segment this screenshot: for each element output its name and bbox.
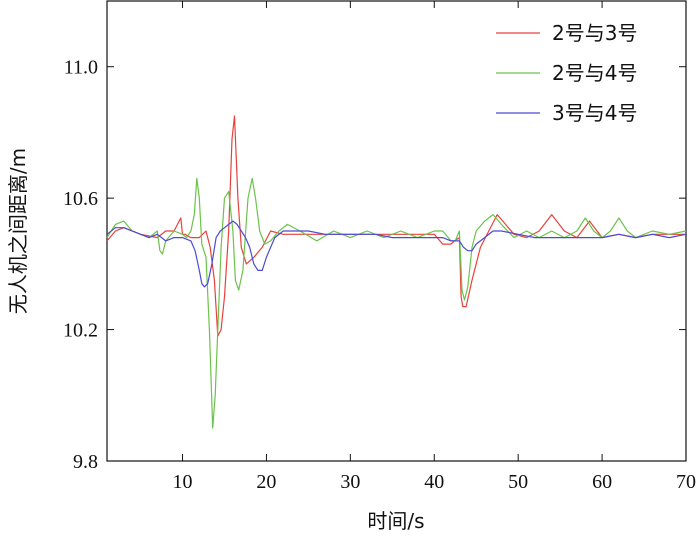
y-tick-label: 10.2 xyxy=(63,320,98,342)
x-tick-label: 30 xyxy=(340,471,360,493)
series-layer xyxy=(106,115,687,429)
y-tick-label: 9.8 xyxy=(73,451,98,473)
legend-label-1: 2号与3号 xyxy=(552,21,637,45)
x-tick-label: 10 xyxy=(173,471,193,493)
x-tick-label: 70 xyxy=(676,471,696,493)
legend-label-3: 3号与4号 xyxy=(552,101,637,125)
legend-label-2: 2号与4号 xyxy=(552,61,637,85)
y-tick-label: 11.0 xyxy=(64,57,98,79)
ticks-layer: 10 20 30 40 50 60 70 9.8 10.2 10.6 11.0 xyxy=(63,1,696,493)
series-line-3 xyxy=(106,220,687,288)
x-axis-title: 时间/s xyxy=(367,509,424,533)
legend: 2号与3号 2号与4号 3号与4号 xyxy=(496,21,637,125)
x-tick-label: 50 xyxy=(508,471,528,493)
x-tick-label: 20 xyxy=(256,471,276,493)
series-line-1 xyxy=(106,115,686,337)
x-tick-label: 60 xyxy=(592,471,612,493)
y-axis-title: 无人机之间距离/m xyxy=(6,148,30,314)
x-tick-label: 40 xyxy=(424,471,444,493)
y-tick-label: 10.6 xyxy=(63,188,98,210)
series-line-2 xyxy=(106,177,687,429)
